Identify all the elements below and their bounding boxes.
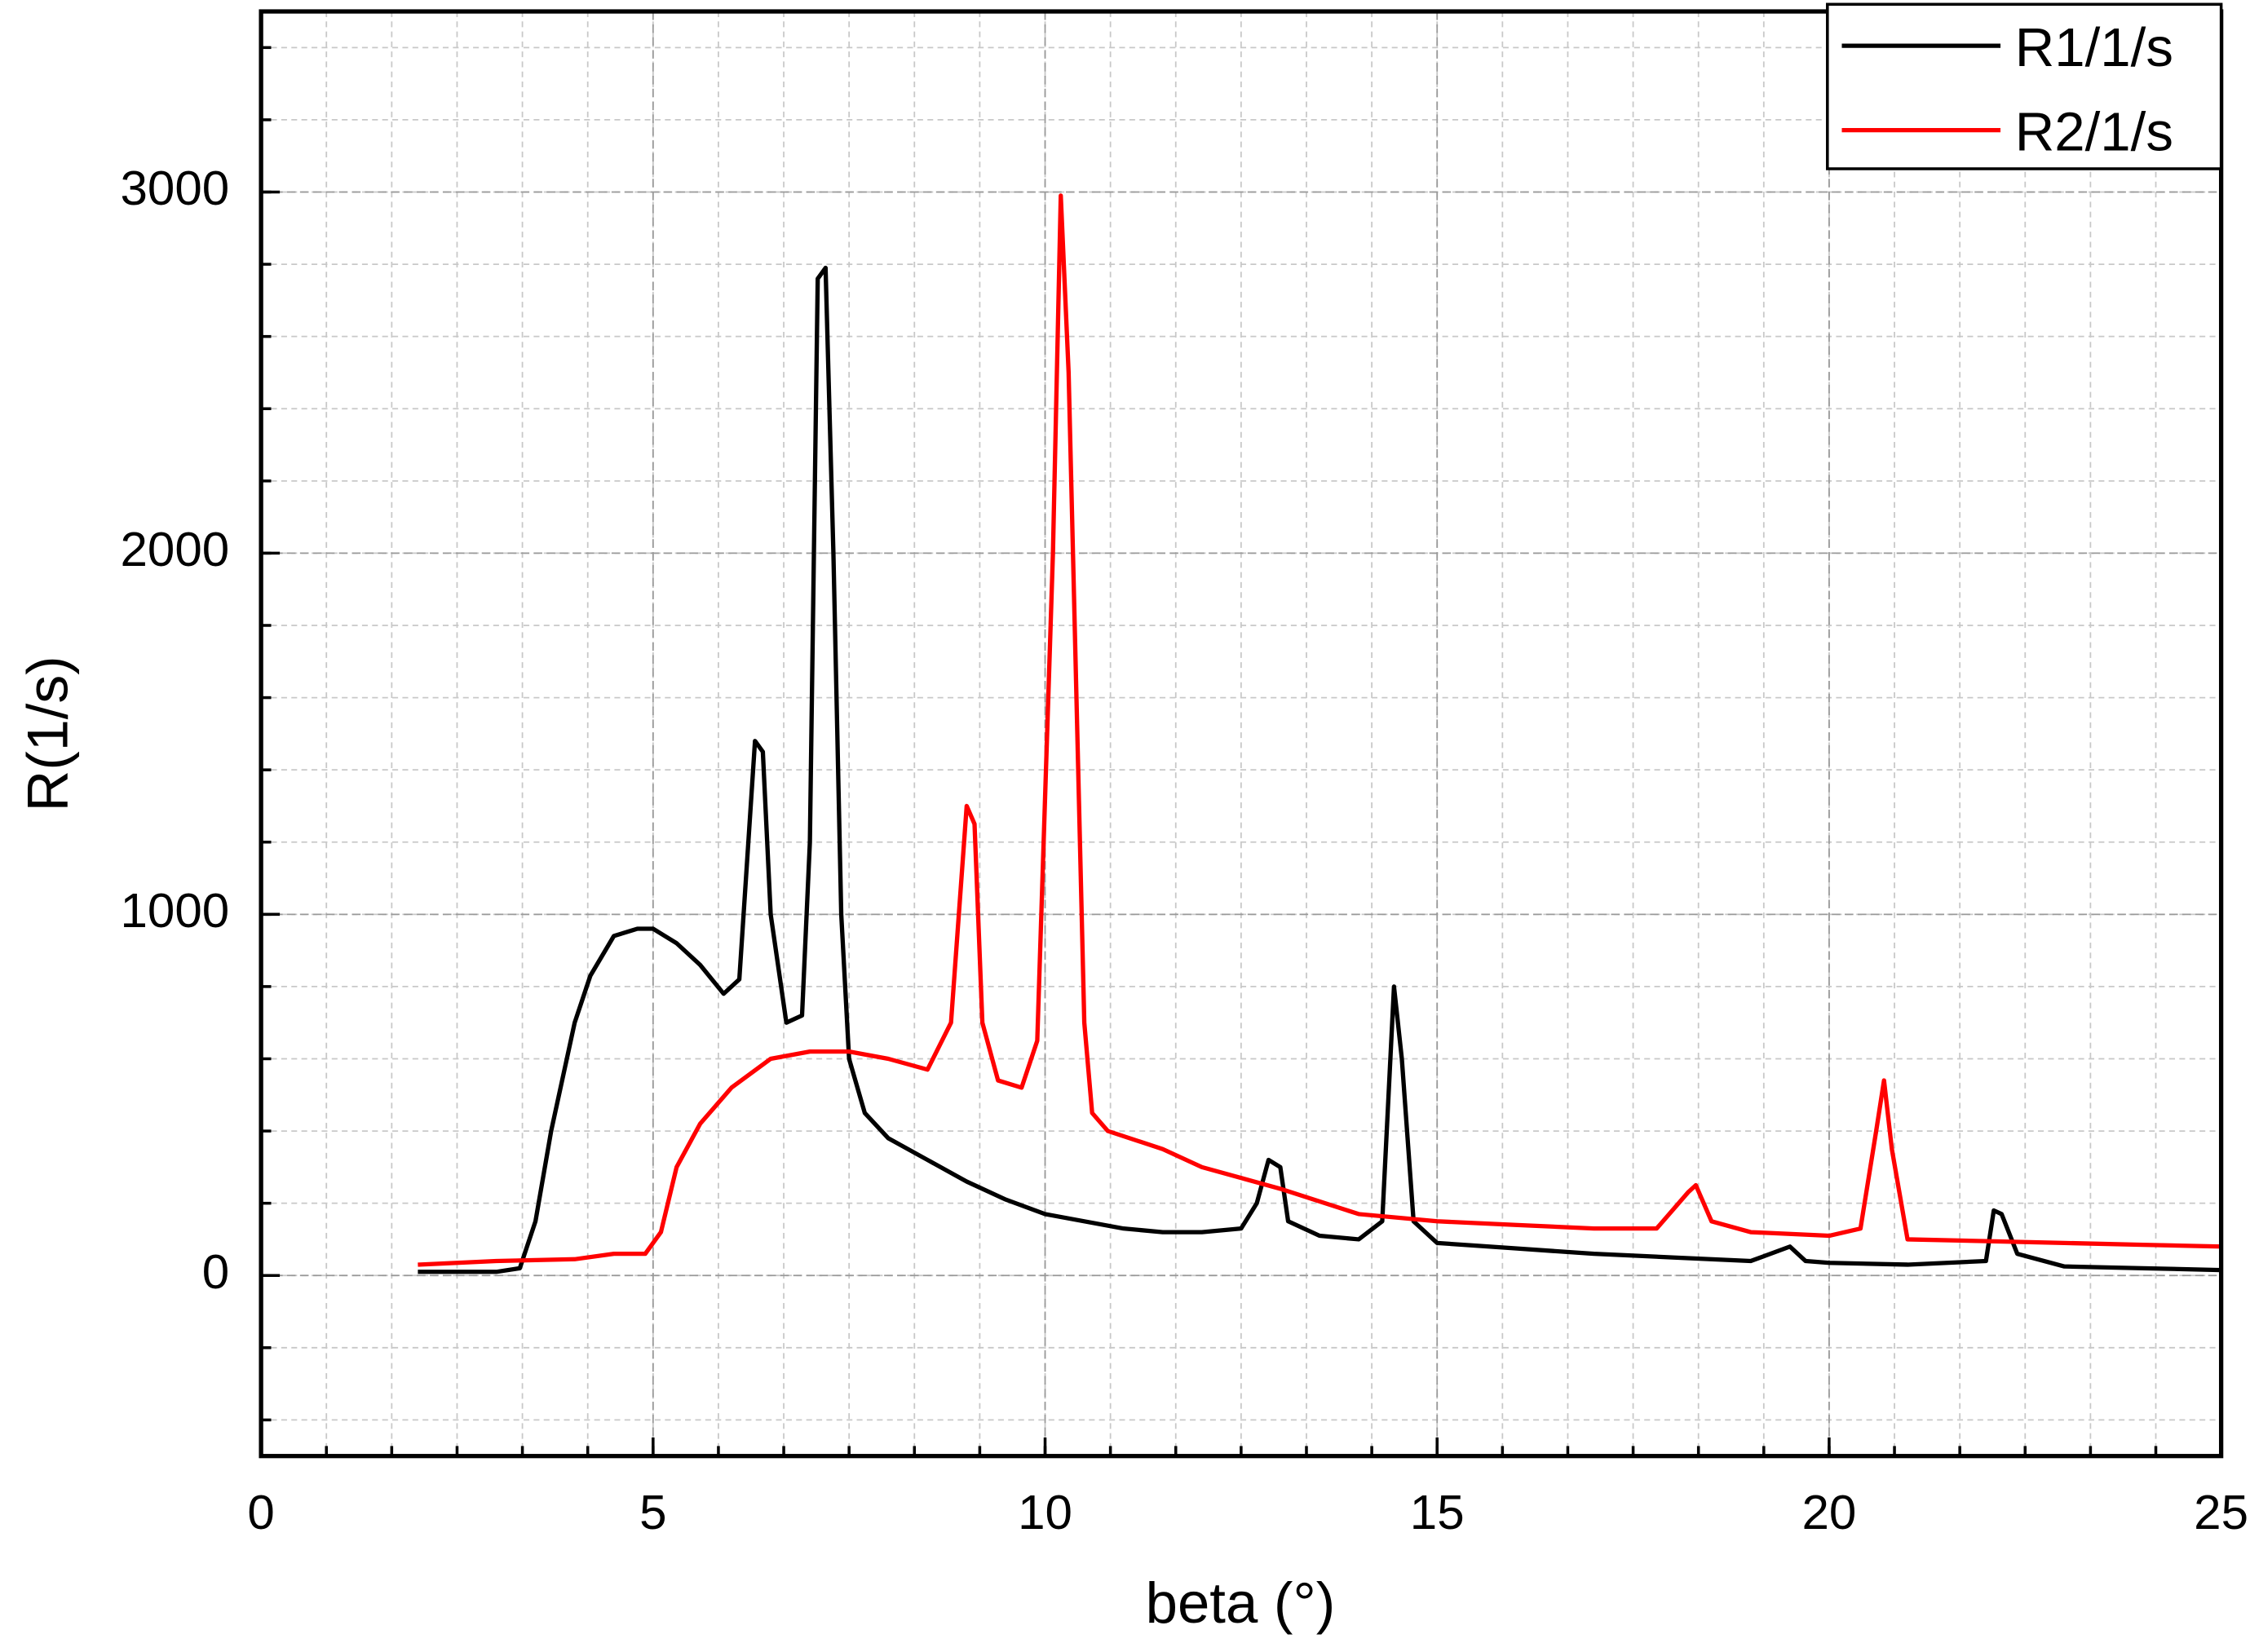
x-tick-label: 20 [1801,1485,1856,1539]
y-tick-label: 1000 [120,883,229,938]
x-tick-label: 0 [247,1485,274,1539]
y-tick-label: 0 [202,1244,229,1299]
y-tick-label: 3000 [120,161,229,215]
data-line [418,193,2221,1267]
plot-frame [259,9,2224,1459]
legend-label: R2/1/s [2015,102,2173,163]
x-axis-label: beta (°) [1146,1570,1336,1635]
x-tick-label: 15 [1410,1485,1465,1539]
x-tick-label: 10 [1018,1485,1072,1539]
legend-label: R1/1/s [2015,17,2173,78]
data-line [418,265,2221,1274]
legend-box [1826,2,2223,170]
x-tick-label: 25 [2194,1485,2248,1539]
y-axis-label: R(1/s) [15,656,79,811]
x-tick-label: 5 [639,1485,666,1539]
y-tick-label: 2000 [120,522,229,576]
